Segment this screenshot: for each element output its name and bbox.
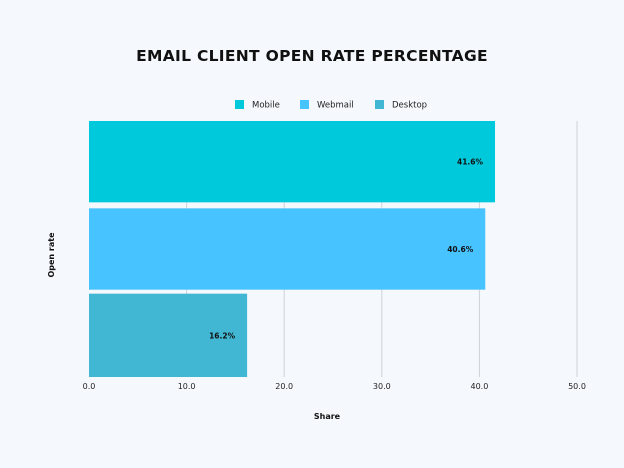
legend-swatch-desktop xyxy=(375,100,384,109)
x-tick-label: 10.0 xyxy=(178,382,196,391)
x-tick-label: 30.0 xyxy=(373,382,391,391)
chart-bars: 41.6% 40.6% 16.2% xyxy=(89,121,496,377)
chart-title: EMAIL CLIENT OPEN RATE PERCENTAGE xyxy=(136,47,488,65)
x-tick-label: 40.0 xyxy=(470,382,488,391)
legend-swatch-mobile xyxy=(235,100,244,109)
y-axis-title: Open rate xyxy=(47,232,56,278)
bar-desktop xyxy=(89,293,248,377)
legend-label-desktop: Desktop xyxy=(392,101,427,111)
x-axis-ticks: 0.0 10.0 20.0 30.0 40.0 50.0 xyxy=(83,382,586,391)
x-tick-label: 20.0 xyxy=(275,382,293,391)
bar-value-label: 40.6% xyxy=(447,245,474,254)
legend-label-webmail: Webmail xyxy=(317,101,354,111)
bar-value-label: 16.2% xyxy=(209,331,236,340)
x-tick-label: 0.0 xyxy=(83,382,96,391)
x-axis-title: Share xyxy=(314,412,341,421)
legend-swatch-webmail xyxy=(300,100,309,109)
x-tick-label: 50.0 xyxy=(568,382,586,391)
bar-webmail xyxy=(89,208,486,290)
legend-label-mobile: Mobile xyxy=(252,101,280,111)
chart-legend: Mobile Webmail Desktop xyxy=(235,100,427,111)
bar-value-label: 41.6% xyxy=(457,158,484,167)
bar-mobile xyxy=(89,121,496,203)
